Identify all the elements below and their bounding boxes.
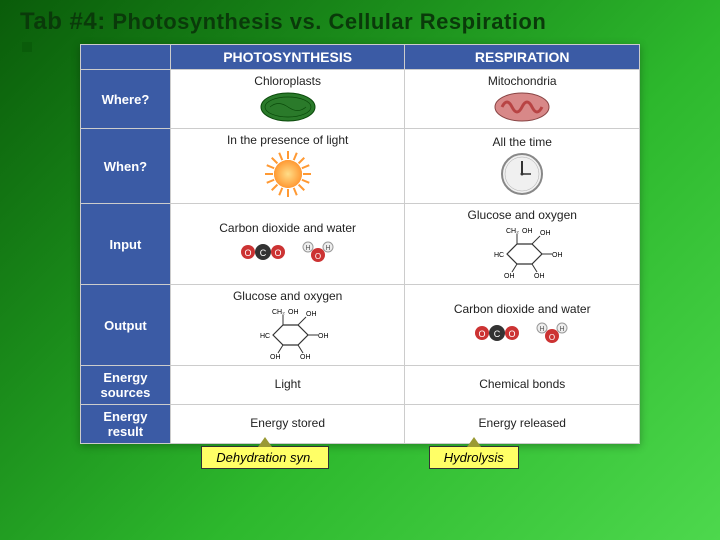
table-cell: Energy released <box>405 405 640 444</box>
page-title: Tab #4: Photosynthesis vs. Cellular Resp… <box>20 8 700 36</box>
cell-text: Glucose and oxygen <box>409 208 635 222</box>
table-header-row: PHOTOSYNTHESIS RESPIRATION <box>81 45 640 70</box>
svg-text:C: C <box>494 329 501 339</box>
table-cell: Energy stored <box>170 405 405 444</box>
svg-text:H: H <box>305 245 310 252</box>
svg-text:OH: OH <box>540 230 551 237</box>
cell-text: Energy released <box>409 416 635 430</box>
cell-text: Chloroplasts <box>175 74 401 88</box>
svg-text:O: O <box>479 329 486 339</box>
svg-text:CH₂: CH₂ <box>506 228 519 235</box>
table-row: InputCarbon dioxide and water OCO HOH Gl… <box>81 204 640 285</box>
callout-right-label: Hydrolysis <box>444 450 504 465</box>
header-photosynthesis: PHOTOSYNTHESIS <box>170 45 405 70</box>
glucose-icon: CH₂OH OH OH OH OH HC <box>409 224 635 280</box>
cell-text: Mitochondria <box>409 74 635 88</box>
title-main: Photosynthesis vs. Cellular Respiration <box>106 9 547 34</box>
svg-text:O: O <box>274 248 281 258</box>
title-bar: Tab #4: Photosynthesis vs. Cellular Resp… <box>0 0 720 40</box>
cell-text: In the presence of light <box>175 133 401 147</box>
cell-text: Glucose and oxygen <box>175 289 401 303</box>
header-blank <box>81 45 171 70</box>
svg-text:H: H <box>560 326 565 333</box>
table-row: OutputGlucose and oxygen CH₂OH OH OH OH … <box>81 285 640 366</box>
table-cell: Light <box>170 366 405 405</box>
callout-hydrolysis: Hydrolysis <box>429 446 519 469</box>
bullet-decor <box>22 42 32 52</box>
svg-text:O: O <box>549 333 555 342</box>
row-label: Energy result <box>81 405 171 444</box>
arrow-up-icon <box>467 437 481 447</box>
cell-text: Chemical bonds <box>409 377 635 391</box>
clock-icon <box>409 151 635 197</box>
table-row: Where? Chloroplasts Mitochondria <box>81 70 640 129</box>
svg-text:HC: HC <box>260 333 270 340</box>
cell-text: All the time <box>409 135 635 149</box>
svg-text:OH: OH <box>504 273 515 280</box>
svg-text:OH: OH <box>270 354 281 361</box>
co2h2o-icon: OCO HOH <box>175 237 401 267</box>
svg-text:OH: OH <box>534 273 545 280</box>
svg-text:C: C <box>259 248 266 258</box>
table-row: Energy sources Light Chemical bonds <box>81 366 640 405</box>
row-label: Output <box>81 285 171 366</box>
sun-icon <box>175 149 401 199</box>
row-label: Energy sources <box>81 366 171 405</box>
row-label: Input <box>81 204 171 285</box>
callout-row: Dehydration syn. Hydrolysis <box>0 446 720 469</box>
svg-text:OH: OH <box>306 311 317 318</box>
title-tab-prefix: Tab #4: <box>20 8 106 35</box>
table-cell: Carbon dioxide and water OCO HOH <box>170 204 405 285</box>
callout-dehydration: Dehydration syn. <box>201 446 329 469</box>
svg-text:OH: OH <box>300 354 311 361</box>
svg-text:H: H <box>540 326 545 333</box>
table-cell: Chemical bonds <box>405 366 640 405</box>
svg-text:O: O <box>509 329 516 339</box>
cell-text: Carbon dioxide and water <box>175 221 401 235</box>
table-cell: Chloroplasts <box>170 70 405 129</box>
glucose-icon: CH₂OH OH OH OH OH HC <box>175 305 401 361</box>
cell-text: Carbon dioxide and water <box>409 302 635 316</box>
table-cell: Mitochondria <box>405 70 640 129</box>
table-cell: Glucose and oxygen CH₂OH OH OH OH OH HC <box>405 204 640 285</box>
row-label: Where? <box>81 70 171 129</box>
table-row: Energy result Energy stored Energy release… <box>81 405 640 444</box>
comparison-table: PHOTOSYNTHESIS RESPIRATION Where? Chlorop… <box>80 44 640 444</box>
co2h2o-icon: OCO HOH <box>409 318 635 348</box>
cell-text: Energy stored <box>175 416 401 430</box>
table-cell: In the presence of light <box>170 129 405 204</box>
table-cell: Glucose and oxygen CH₂OH OH OH OH OH HC <box>170 285 405 366</box>
table-row: When? In the presence of light All the tim… <box>81 129 640 204</box>
svg-text:H: H <box>325 245 330 252</box>
table-cell: Carbon dioxide and water OCO HOH <box>405 285 640 366</box>
svg-text:CH₂: CH₂ <box>272 309 285 316</box>
arrow-up-icon <box>258 437 272 447</box>
svg-text:O: O <box>315 252 321 261</box>
svg-text:OH: OH <box>522 228 533 235</box>
svg-text:HC: HC <box>494 252 504 259</box>
svg-text:OH: OH <box>318 333 328 340</box>
mitochondrion-icon <box>409 90 635 124</box>
svg-text:OH: OH <box>288 309 299 316</box>
chloroplast-icon <box>175 90 401 124</box>
table-cell: All the time <box>405 129 640 204</box>
callout-left-label: Dehydration syn. <box>216 450 314 465</box>
svg-text:O: O <box>244 248 251 258</box>
cell-text: Light <box>175 377 401 391</box>
row-label: When? <box>81 129 171 204</box>
header-respiration: RESPIRATION <box>405 45 640 70</box>
svg-text:OH: OH <box>552 252 562 259</box>
